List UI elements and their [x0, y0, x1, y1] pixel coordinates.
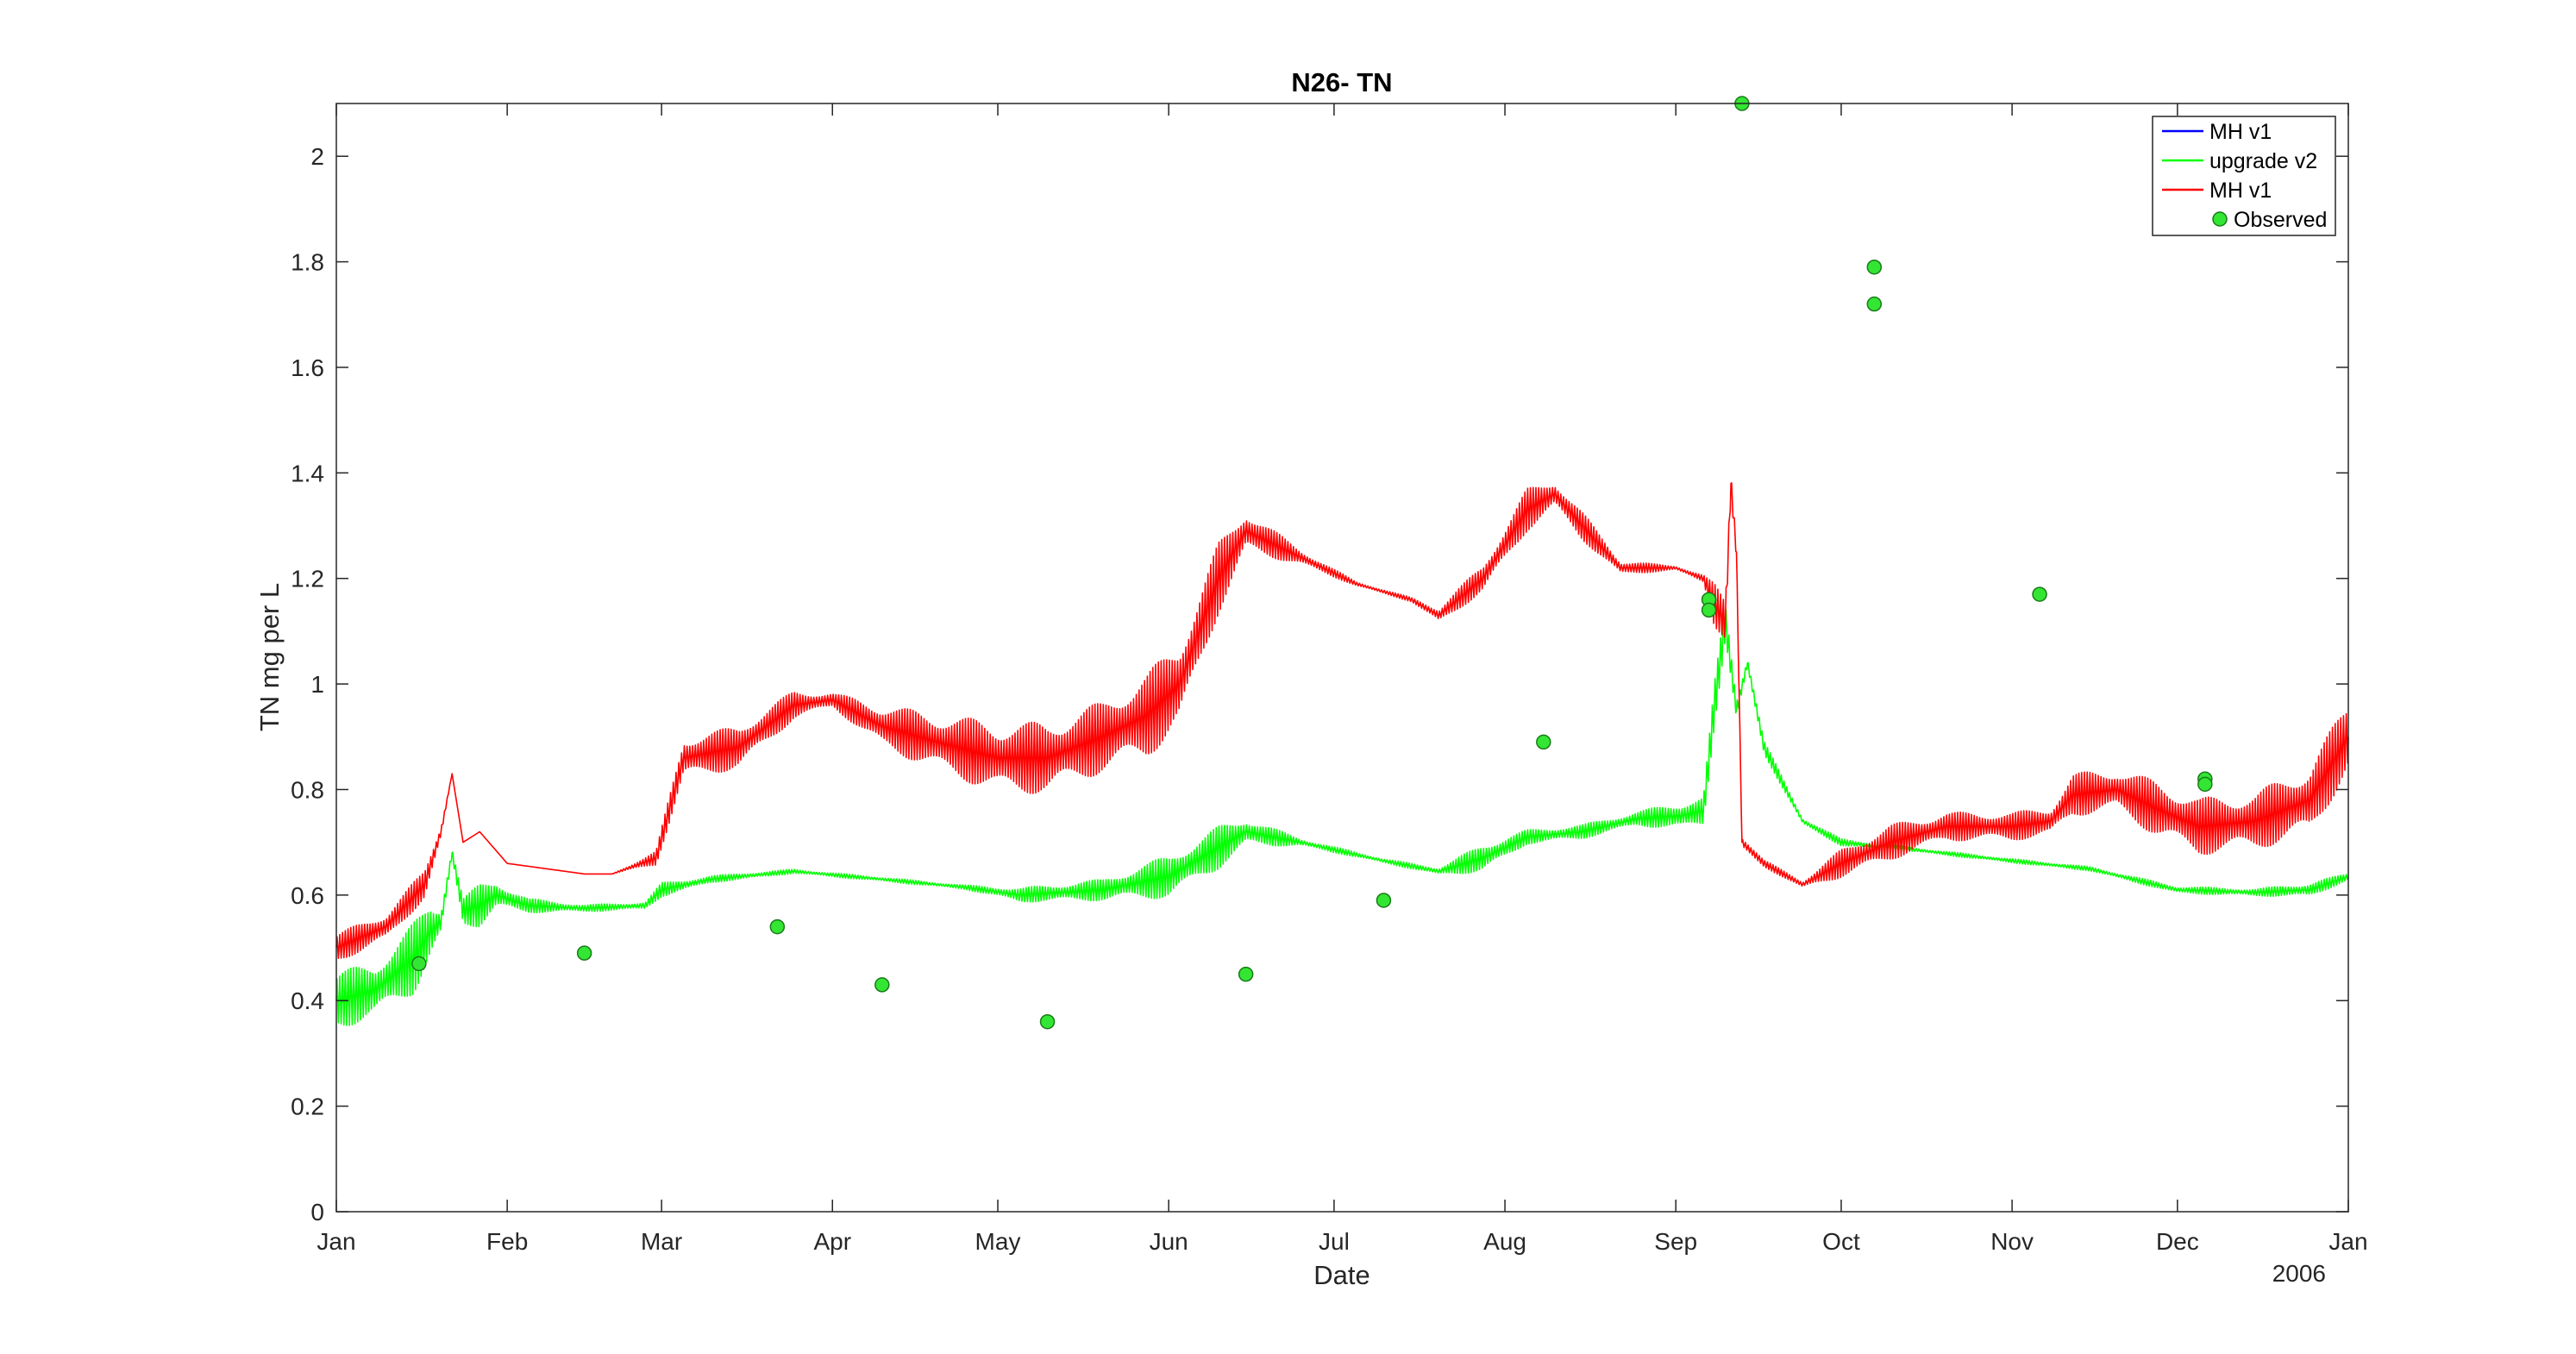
x-tick-label: Dec	[2156, 1228, 2199, 1255]
observed-point	[1536, 734, 1551, 750]
y-axis: 0 0.2 0.4 0.6 0.8 1 1.2 1.4 1.6 1.8 2	[291, 143, 2348, 1225]
observed-point	[1238, 966, 1254, 982]
x-tick-label: Aug	[1483, 1228, 1526, 1255]
x-tick-label: Jan	[317, 1228, 355, 1255]
legend: MH v1 upgrade v2 MH v1 Observed	[2152, 116, 2336, 236]
x-tick-label: Jun	[1150, 1228, 1188, 1255]
observed-point	[1866, 259, 1883, 275]
x-axis: Jan Feb Mar Apr May Jun Jul Aug Sep Oct Nov Dec Jan	[317, 103, 2368, 1255]
y-tick-label: 1.6	[291, 354, 324, 381]
y-tick-label: 1.4	[291, 460, 324, 486]
x-tick-label: Nov	[1990, 1228, 2034, 1255]
observed-point	[2197, 776, 2213, 793]
observed-point	[769, 918, 786, 935]
series-line-mh-v1	[335, 482, 2349, 959]
observed-point	[411, 956, 427, 972]
observed-point	[1376, 893, 1392, 908]
y-tick-label: 1	[310, 671, 324, 698]
y-tick-label: 1.2	[291, 566, 324, 592]
legend-box	[2152, 116, 2336, 236]
y-tick-label: 0.4	[291, 987, 324, 1014]
x-tick-label: Feb	[486, 1228, 528, 1255]
chart-title: N26- TN	[1291, 67, 1392, 97]
y-axis-title: TN mg per L	[254, 583, 285, 731]
axes-frame	[335, 103, 2349, 1213]
plot-area	[336, 103, 2348, 1212]
legend-marker	[2212, 211, 2228, 227]
x-tick-label: Oct	[1822, 1228, 1860, 1255]
y-tick-label: 0.6	[291, 882, 324, 909]
series-line-upgrade-v2	[335, 609, 2349, 1026]
y-tick-label: 0	[310, 1199, 324, 1225]
x-tick-label: Apr	[813, 1228, 851, 1255]
legend-entry-label: Observed	[2234, 208, 2327, 232]
observed-point	[1866, 296, 1883, 312]
series-layer	[335, 96, 2349, 1030]
y-tick-label: 2	[310, 143, 324, 170]
x-axis-title: Date	[1313, 1260, 1369, 1290]
x-tick-label: Jul	[1319, 1228, 1350, 1255]
y-tick-label: 1.8	[291, 249, 324, 276]
legend-entry-label: MH v1	[2209, 120, 2272, 144]
observed-point	[1039, 1013, 1056, 1030]
y-tick-label: 0.2	[291, 1094, 324, 1120]
observed-point	[2032, 586, 2047, 602]
observed-point	[874, 977, 890, 993]
observed-point	[1701, 602, 1717, 618]
x-tick-label: Mar	[641, 1228, 682, 1255]
x-tick-label: Sep	[1654, 1228, 1697, 1255]
x-tick-label: Jan	[2328, 1228, 2367, 1255]
x-tick-label: May	[975, 1228, 1021, 1255]
legend-entry-label: MH v1	[2209, 179, 2272, 203]
x-axis-year-label: 2006	[2272, 1260, 2326, 1287]
y-tick-label: 0.8	[291, 776, 324, 803]
observed-point	[576, 945, 592, 961]
legend-entry-label: upgrade v2	[2209, 149, 2317, 173]
